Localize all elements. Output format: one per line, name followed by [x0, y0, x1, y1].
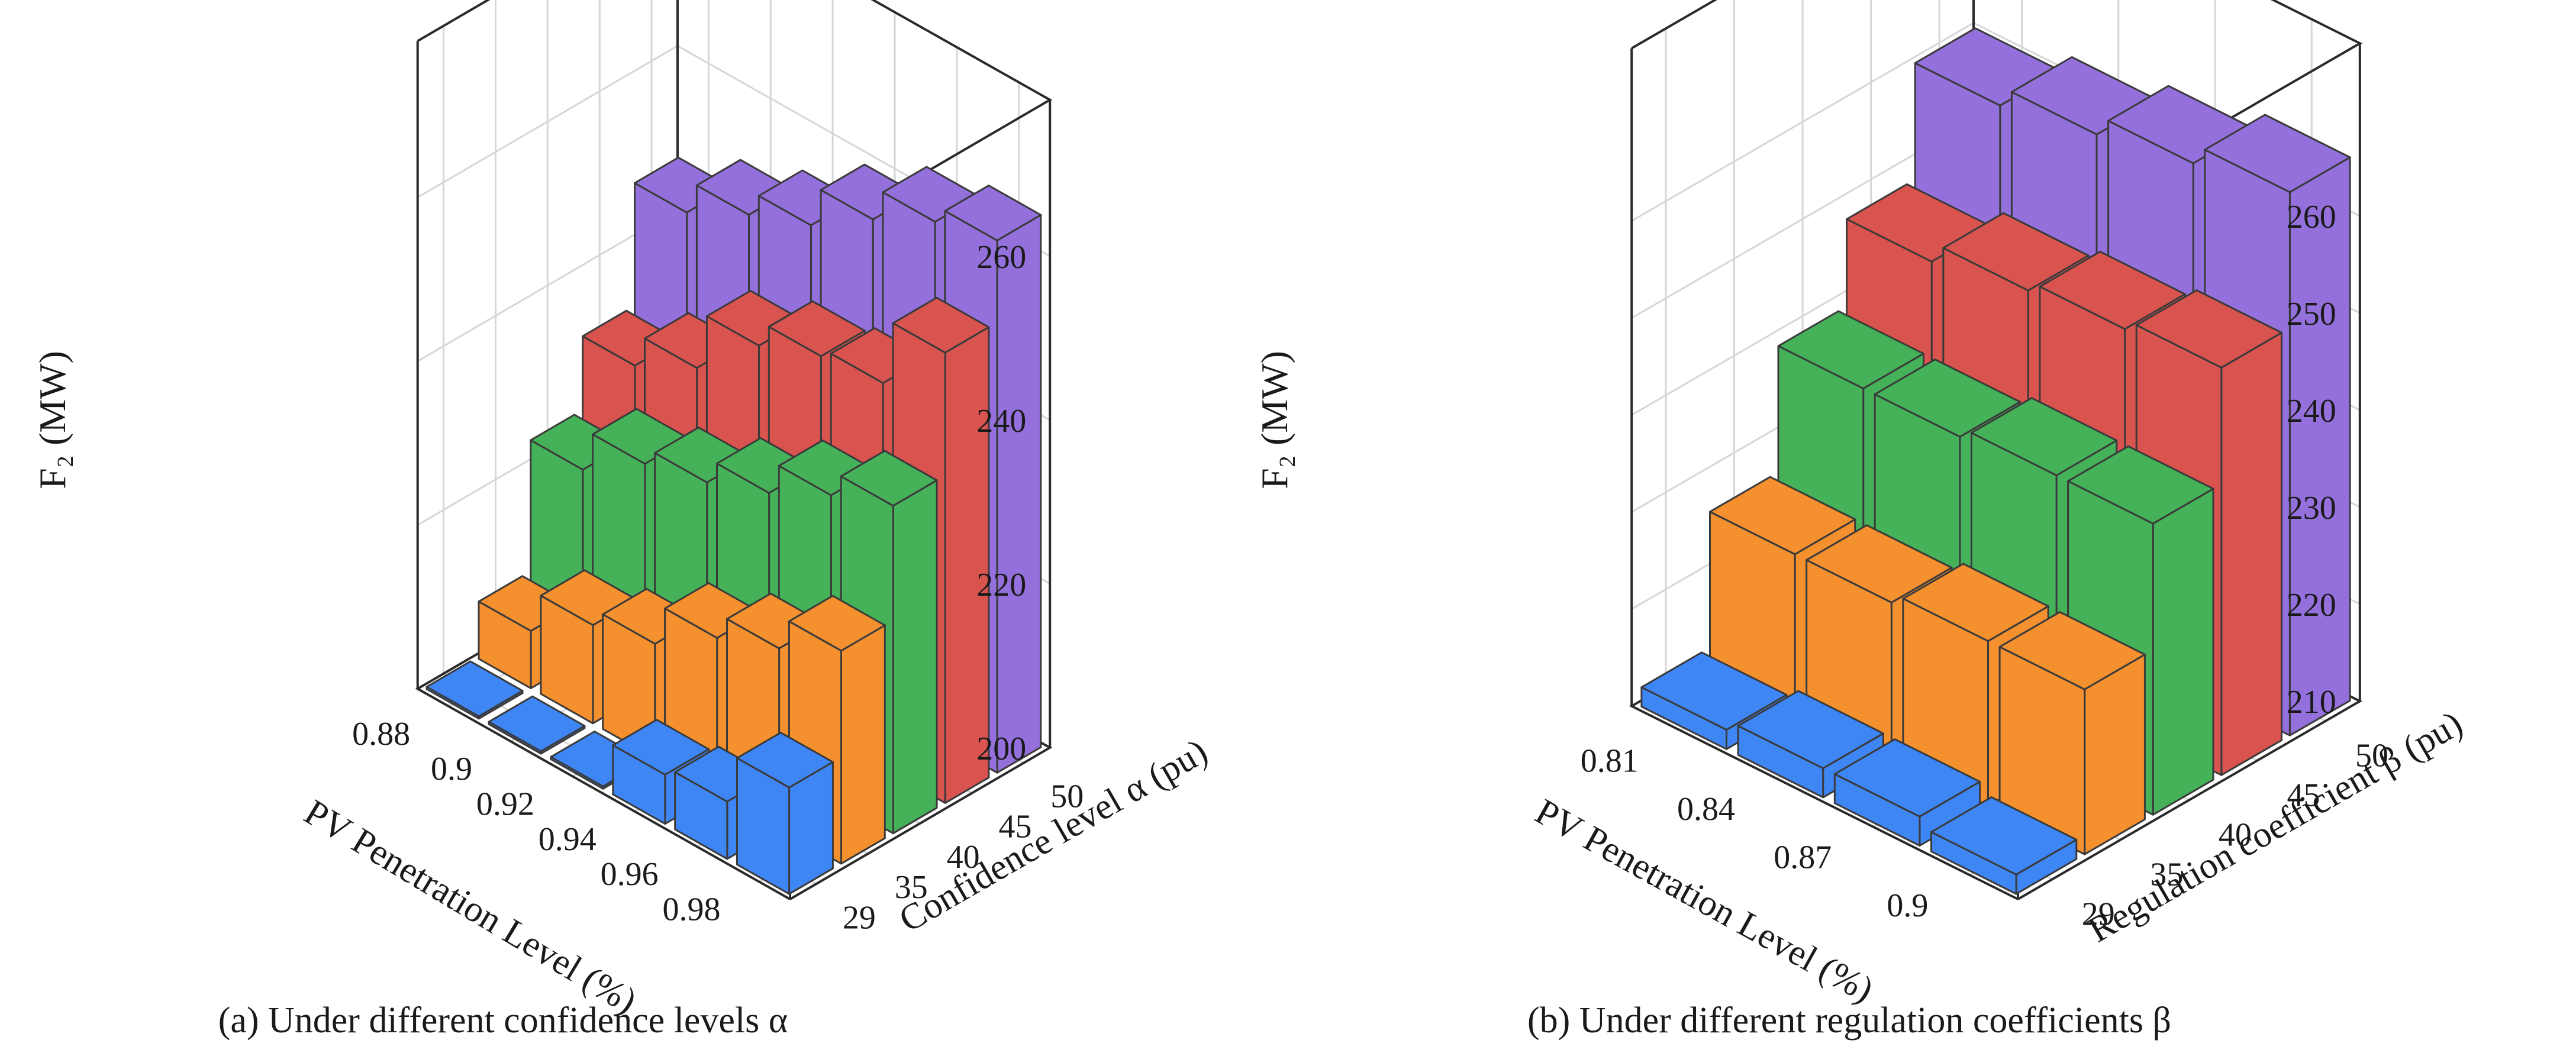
- z-tick-label: 35: [2150, 857, 2183, 893]
- z-tick-label: 29: [843, 899, 876, 936]
- y-tick-label: 240: [2287, 393, 2336, 429]
- y-tick-label: 220: [2287, 587, 2336, 624]
- panel-a: 200 220 240 260 0.980.960.940.920.9 0.88 29 35 4…: [31, 0, 1214, 1041]
- panel-caption: (a) Under different confidence levels α: [218, 1000, 788, 1041]
- x-tick-label: 0.88: [352, 716, 410, 752]
- z-tick-label: 40: [2219, 817, 2252, 854]
- z-tick-label: 40: [947, 839, 980, 876]
- bar-a-29-0.88: [425, 660, 524, 720]
- y-tick-label: 230: [2287, 490, 2336, 526]
- z-tick-labels: 29 35 40 45 50: [843, 778, 1084, 936]
- x-tick-labels: 0.9 0.87 0.84 0.81: [1581, 742, 1929, 924]
- bar-a-29-0.9: [488, 695, 586, 755]
- z-tick-labels: 29 35 40 45 50: [2082, 738, 2388, 933]
- panel-caption: (b) Under different regulation coefficie…: [1527, 1000, 2171, 1041]
- z-tick-label: 50: [1050, 778, 1084, 815]
- x-tick-label: 0.9: [1887, 887, 1928, 924]
- x-tick-label: 0.92: [476, 786, 534, 823]
- z-tick-label: 35: [895, 869, 928, 906]
- y-tick-labels: 200 220 240 260: [976, 239, 1026, 767]
- z-tick-label: 50: [2355, 738, 2388, 774]
- bars: [1640, 27, 2351, 895]
- y-tick-label: 250: [2287, 296, 2336, 332]
- y-axis-title: F₂ (MW): [1253, 351, 1295, 489]
- y-tick-label: 220: [976, 567, 1026, 603]
- y-tick-label: 200: [976, 731, 1026, 767]
- z-tick-label: 45: [2287, 777, 2320, 814]
- bar-b-35-0.9: [1998, 611, 2146, 855]
- y-tick-label: 260: [2287, 199, 2336, 235]
- y-tick-label: 240: [976, 403, 1026, 440]
- bars: [425, 156, 1042, 895]
- bar-a-29-0.98: [736, 731, 834, 895]
- z-tick-label: 29: [2082, 896, 2115, 933]
- bar-b-29-0.9: [1930, 796, 2078, 895]
- x-tick-label: 0.81: [1581, 742, 1639, 779]
- x-tick-label: 0.87: [1774, 839, 1832, 876]
- y-tick-label: 210: [2287, 684, 2336, 721]
- x-tick-label: 0.98: [663, 891, 721, 928]
- y-axis-title: F₂ (MW): [31, 351, 73, 489]
- x-tick-label: 0.94: [539, 821, 597, 858]
- x-tick-label: 0.84: [1677, 791, 1735, 828]
- x-tick-label: 0.9: [431, 751, 472, 787]
- y-tick-label: 260: [976, 239, 1026, 276]
- y-tick-labels: 210 220 230 240 250 260: [2287, 199, 2336, 721]
- x-tick-labels: 0.980.960.940.920.9 0.88: [352, 716, 720, 928]
- panel-b: 210 220 230 240 250 260 0.9 0.87 0.84 0.81 29 35 40 4…: [1253, 0, 2469, 1041]
- z-tick-label: 45: [998, 809, 1031, 845]
- x-tick-label: 0.96: [601, 856, 659, 893]
